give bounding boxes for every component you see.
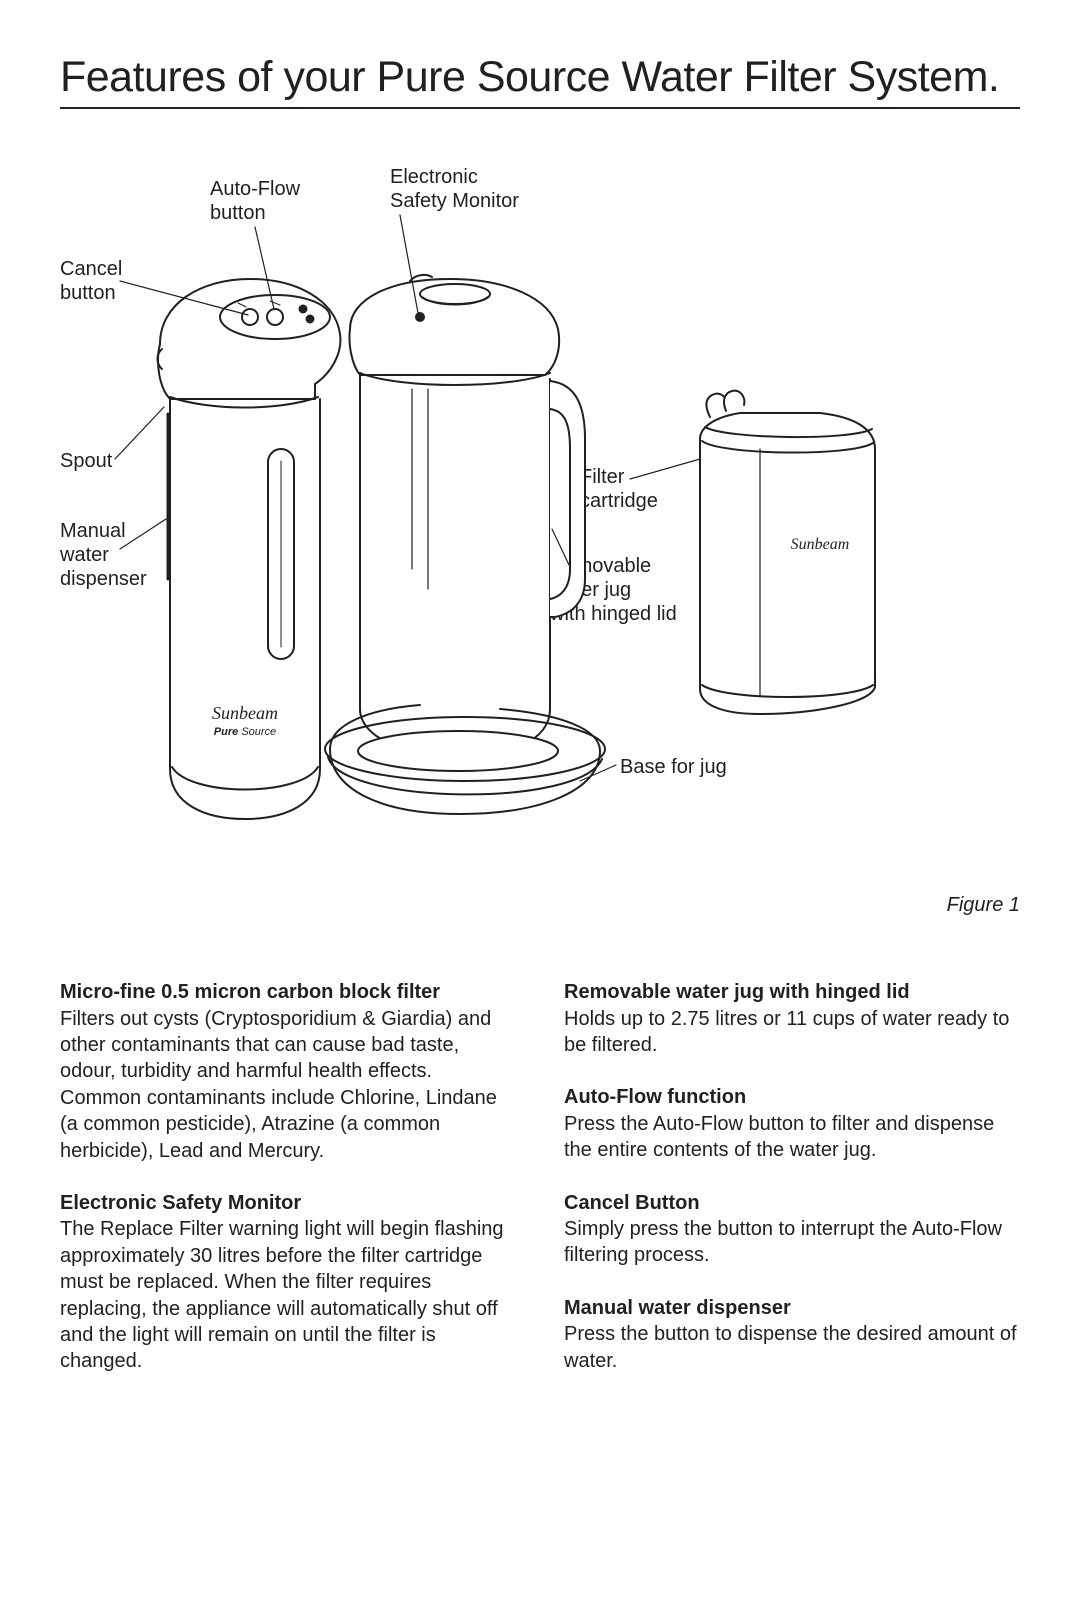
feature-body: Holds up to 2.75 litres or 11 cups of wa… [564,1008,1009,1056]
feature-body: Filters out cysts (Cryptosporidium & Gia… [60,1008,497,1162]
feature-block: Auto-Flow function Press the Auto-Flow b… [564,1084,1020,1163]
feature-body: Press the button to dispense the desired… [564,1323,1017,1371]
feature-block: Micro-fine 0.5 micron carbon block filte… [60,979,516,1164]
svg-text:Sunbeam: Sunbeam [791,536,850,553]
feature-block: Removable water jug with hinged lid Hold… [564,979,1020,1058]
feature-heading: Micro-fine 0.5 micron carbon block filte… [60,981,440,1003]
feature-columns: Micro-fine 0.5 micron carbon block filte… [60,979,1020,1400]
feature-heading: Manual water dispenser [564,1297,791,1319]
svg-text:Pure Source: Pure Source [214,726,276,738]
feature-block: Electronic Safety Monitor The Replace Fi… [60,1190,516,1375]
feature-heading: Auto-Flow function [564,1086,746,1108]
product-diagram: Cancelbutton Auto-Flowbutton ElectronicS… [60,149,1020,869]
feature-column-right: Removable water jug with hinged lid Hold… [564,979,1020,1400]
figure-caption: Figure 1 [947,894,1020,917]
svg-text:Sunbeam: Sunbeam [212,703,278,723]
feature-body: Press the Auto-Flow button to filter and… [564,1113,994,1161]
diagram-svg: Sunbeam Pure Source [60,149,1020,869]
feature-block: Cancel Button Simply press the button to… [564,1190,1020,1269]
feature-heading: Cancel Button [564,1192,700,1214]
feature-heading: Electronic Safety Monitor [60,1192,301,1214]
feature-column-left: Micro-fine 0.5 micron carbon block filte… [60,979,516,1400]
feature-body: Simply press the button to interrupt the… [564,1218,1002,1266]
page-title: Features of your Pure Source Water Filte… [60,54,1020,109]
feature-heading: Removable water jug with hinged lid [564,981,910,1003]
feature-block: Manual water dispenser Press the button … [564,1295,1020,1374]
feature-body: The Replace Filter warning light will be… [60,1218,504,1372]
